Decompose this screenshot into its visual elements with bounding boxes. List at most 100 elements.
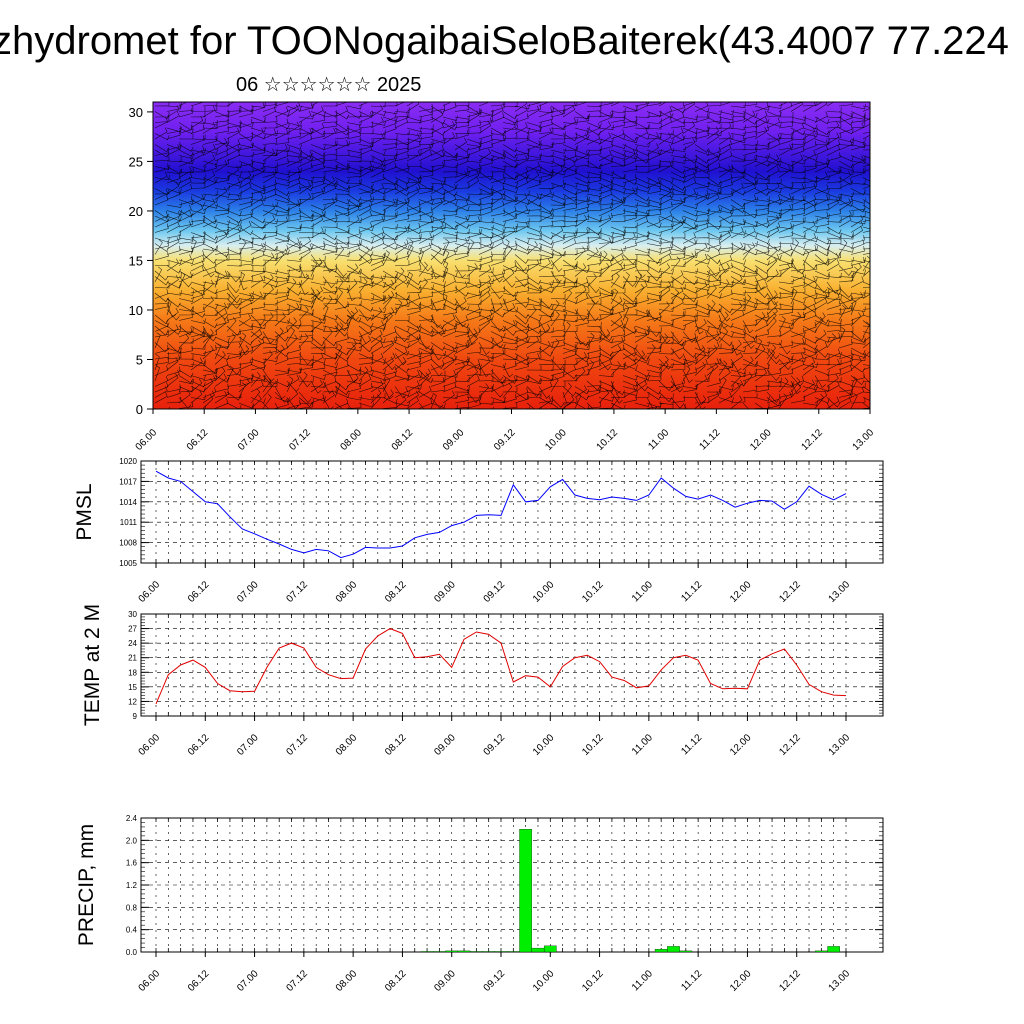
x-tick-label: 11.00: [646, 427, 671, 452]
y-tick-label: 21: [128, 654, 137, 663]
y-tick-label: 30: [129, 105, 143, 120]
x-tick-label: 07.12: [285, 968, 311, 994]
x-tick-label: 12.00: [728, 968, 754, 994]
x-tick-label: 12.12: [799, 427, 825, 453]
panel-frame: [140, 460, 884, 564]
x-tick-label: 12.12: [777, 732, 803, 758]
x-tick-label: 12.12: [777, 579, 803, 605]
series-line: [155, 628, 847, 705]
precip-bar: [420, 951, 434, 953]
precip-bar: [507, 951, 520, 953]
x-tick-label: 11.00: [630, 968, 655, 993]
y-tick-label: 20: [129, 204, 143, 219]
precip-bar: [470, 951, 483, 953]
y-tick-label: 12: [128, 697, 137, 706]
x-tick-label: 06.00: [137, 968, 163, 994]
precip-bar: [827, 946, 840, 953]
wind-barb-lines: [154, 102, 870, 409]
y-tick-label: 1008: [119, 539, 137, 548]
x-tick-label: 06.00: [137, 732, 163, 758]
x-tick-label: 06.12: [186, 968, 212, 994]
precip-bar: [667, 946, 680, 953]
y-tick-label: 0.4: [126, 926, 138, 935]
pmsl-panel: 1005 1008 1011 1014 1017 1020 06.00 06.12 07.00 0…: [73, 457, 884, 605]
y-tick-label: 24: [128, 639, 137, 648]
x-tick-label: 12.12: [777, 968, 803, 994]
y-tick-label: 0.8: [126, 903, 138, 912]
x-tick-label: 12.00: [728, 732, 754, 758]
precipitation-panel: 0.0 0.4 0.8 1.2 1.6 2.0 2.4 06.00 06.12 07.00 07.1…: [75, 814, 884, 994]
x-tick-label: 08.12: [383, 968, 409, 994]
y-axis-label: PRECIP, mm: [75, 824, 98, 946]
x-tick-label: 10.00: [531, 579, 557, 605]
x-tick-label: 06.00: [134, 427, 160, 453]
x-tick-label: 10.12: [580, 968, 606, 994]
y-tick-label: 0: [136, 402, 143, 417]
precip-bar: [457, 950, 471, 953]
x-tick-label: 13.00: [827, 579, 853, 605]
x-tick-label: 08.00: [334, 732, 360, 758]
x-tick-label: 10.00: [543, 427, 569, 453]
y-tick-label: 10: [129, 303, 143, 318]
x-tick-label: 13.00: [827, 732, 853, 758]
y-tick-label: 2.4: [126, 814, 138, 823]
precip-bar: [654, 949, 668, 953]
x-tick-label: 06.12: [185, 427, 211, 453]
precip-bar: [494, 951, 508, 953]
x-tick-label: 07.12: [285, 579, 311, 605]
x-tick-label: 10.12: [580, 579, 606, 605]
x-tick-label: 07.00: [235, 732, 261, 758]
precip-bar: [482, 951, 495, 953]
x-tick-label: 08.12: [383, 579, 409, 605]
y-tick-label: 0.0: [126, 948, 138, 957]
x-tick-label: 11.00: [630, 579, 655, 604]
precip-bar: [519, 829, 532, 953]
x-tick-label: 09.00: [432, 732, 458, 758]
x-tick-label: 09.00: [432, 968, 458, 994]
y-tick-label: 1005: [119, 559, 137, 568]
chart-title: zhydromet for TOONogaibaiSeloBaiterek(43…: [0, 16, 1024, 66]
y-tick-label: 18: [128, 668, 137, 677]
y-tick-label: 1014: [119, 498, 137, 507]
x-tick-label: 09.00: [441, 427, 467, 453]
precip-bar: [543, 945, 557, 953]
x-tick-label: 09.12: [482, 579, 508, 605]
x-tick-label: 08.12: [390, 427, 416, 453]
x-tick-label: 10.12: [580, 732, 606, 758]
x-tick-label: 09.00: [432, 579, 458, 605]
temperature-profile-fill: [153, 102, 870, 409]
y-tick-label: 1020: [119, 457, 137, 466]
wind-barbs: [154, 102, 870, 409]
precip-bar: [445, 950, 459, 953]
x-tick-label: 07.12: [285, 732, 311, 758]
y-tick-label: 1.2: [126, 881, 138, 890]
x-tick-label: 12.00: [728, 579, 754, 605]
x-tick-label: 07.12: [287, 427, 313, 453]
x-tick-label: 09.12: [482, 968, 508, 994]
x-tick-label: 08.12: [383, 732, 409, 758]
x-tick-label: 07.00: [236, 427, 262, 453]
y-tick-label: 5: [136, 352, 143, 367]
x-tick-label: 12.00: [748, 427, 774, 453]
x-tick-label: 13.00: [827, 968, 853, 994]
y-tick-label: 25: [129, 154, 143, 169]
x-tick-label: 11.00: [630, 732, 655, 757]
x-tick-label: 08.00: [339, 427, 365, 453]
precip-bar: [679, 950, 693, 953]
x-tick-label: 08.00: [334, 579, 360, 605]
y-axis-label: PMSL: [73, 483, 96, 540]
x-tick-label: 13.00: [851, 427, 877, 453]
x-tick-label: 09.12: [492, 427, 518, 453]
x-tick-label: 08.00: [334, 968, 360, 994]
x-tick-label: 10.12: [595, 427, 621, 453]
x-tick-label: 11.12: [679, 579, 704, 604]
x-tick-label: 06.12: [186, 579, 212, 605]
y-tick-label: 9: [133, 712, 138, 721]
x-tick-label: 07.00: [235, 579, 261, 605]
y-axis-label: TEMP at 2 M: [81, 604, 104, 726]
y-tick-label: 30: [128, 610, 137, 619]
y-tick-label: 2.0: [126, 836, 138, 845]
panel-frame: [140, 613, 884, 717]
y-tick-label: 1017: [119, 477, 137, 486]
temperature-panel: 9 12 15 18 21 24 27 30 06.00 06.12 07.00 07.12 08.00…: [81, 604, 884, 758]
